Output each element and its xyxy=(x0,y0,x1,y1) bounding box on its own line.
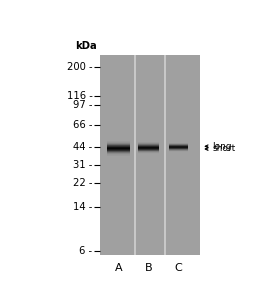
Bar xyxy=(138,146,159,147)
Bar xyxy=(134,55,136,255)
Bar xyxy=(107,152,130,153)
Bar xyxy=(107,145,130,146)
Text: 97 -: 97 - xyxy=(73,100,92,110)
Bar xyxy=(107,143,130,144)
Bar xyxy=(138,142,159,143)
Bar xyxy=(107,144,130,145)
Bar xyxy=(107,148,130,149)
Bar xyxy=(107,146,130,147)
Bar xyxy=(138,141,159,142)
Bar xyxy=(107,149,130,150)
Text: B: B xyxy=(145,263,153,273)
Text: 44 -: 44 - xyxy=(73,141,92,152)
Text: short: short xyxy=(212,144,236,154)
Text: 66 -: 66 - xyxy=(73,120,92,130)
Bar xyxy=(138,149,159,150)
Text: A: A xyxy=(114,263,122,273)
Bar xyxy=(138,150,159,151)
Text: 200 -: 200 - xyxy=(67,62,92,72)
Bar xyxy=(107,153,130,154)
Text: C: C xyxy=(175,263,182,273)
Text: kDa: kDa xyxy=(75,41,97,52)
Text: 116 -: 116 - xyxy=(67,91,92,101)
Bar xyxy=(107,142,130,143)
Bar xyxy=(138,144,159,145)
Bar xyxy=(138,151,159,152)
Bar xyxy=(138,147,159,148)
Text: 6 -: 6 - xyxy=(79,246,92,256)
Bar xyxy=(107,147,130,148)
Bar xyxy=(100,55,200,255)
Bar xyxy=(107,155,130,156)
Bar xyxy=(107,141,130,142)
Text: 31 -: 31 - xyxy=(73,160,92,170)
Bar xyxy=(107,154,130,155)
Bar xyxy=(138,148,159,149)
Bar xyxy=(138,145,159,146)
Text: 14 -: 14 - xyxy=(73,202,92,212)
Bar xyxy=(138,153,159,154)
Bar xyxy=(107,150,130,151)
Bar xyxy=(138,152,159,153)
Bar xyxy=(138,143,159,144)
Bar xyxy=(107,151,130,152)
Text: long: long xyxy=(212,142,232,151)
Bar xyxy=(164,55,166,255)
Text: 22 -: 22 - xyxy=(73,178,92,188)
